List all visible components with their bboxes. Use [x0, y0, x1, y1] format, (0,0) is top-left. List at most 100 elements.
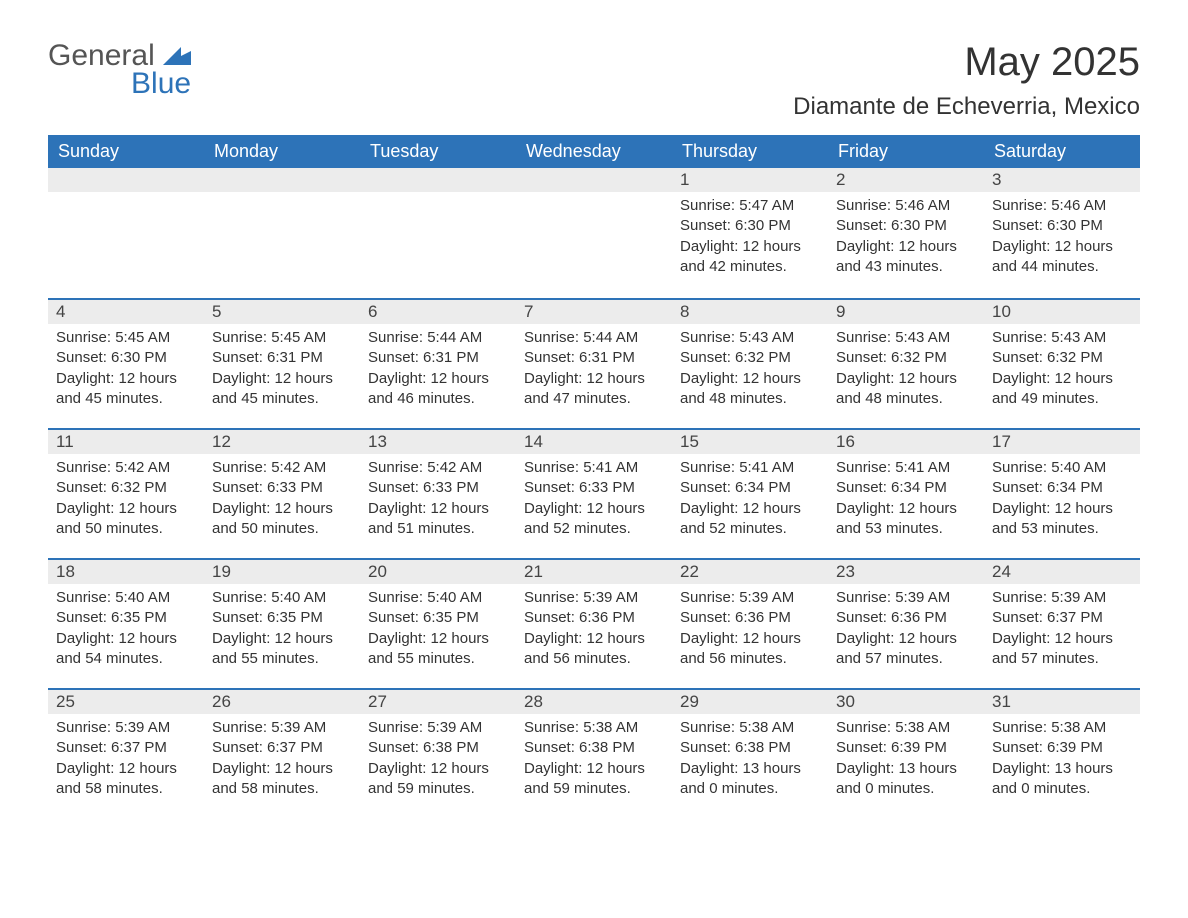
day-cell: 12Sunrise: 5:42 AMSunset: 6:33 PMDayligh…	[204, 430, 360, 558]
day-cell: 25Sunrise: 5:39 AMSunset: 6:37 PMDayligh…	[48, 690, 204, 818]
day-cell: 15Sunrise: 5:41 AMSunset: 6:34 PMDayligh…	[672, 430, 828, 558]
day-cell: 4Sunrise: 5:45 AMSunset: 6:30 PMDaylight…	[48, 300, 204, 428]
sunset-label: Sunset: 6:38 PM	[680, 738, 820, 758]
sunrise-label: Sunrise: 5:45 AM	[212, 328, 352, 348]
sunrise-label: Sunrise: 5:38 AM	[680, 718, 820, 738]
day-cell: 27Sunrise: 5:39 AMSunset: 6:38 PMDayligh…	[360, 690, 516, 818]
daylight-label: Daylight: 12 hours and 46 minutes.	[368, 369, 508, 410]
title-block: May 2025 Diamante de Echeverria, Mexico	[793, 40, 1140, 121]
day-cell: 19Sunrise: 5:40 AMSunset: 6:35 PMDayligh…	[204, 560, 360, 688]
sunrise-label: Sunrise: 5:44 AM	[368, 328, 508, 348]
week-row: 11Sunrise: 5:42 AMSunset: 6:32 PMDayligh…	[48, 428, 1140, 558]
day-cell: 3Sunrise: 5:46 AMSunset: 6:30 PMDaylight…	[984, 168, 1140, 298]
day-cell: 21Sunrise: 5:39 AMSunset: 6:36 PMDayligh…	[516, 560, 672, 688]
daylight-label: Daylight: 12 hours and 52 minutes.	[680, 499, 820, 540]
daylight-label: Daylight: 12 hours and 51 minutes.	[368, 499, 508, 540]
sunset-label: Sunset: 6:31 PM	[524, 348, 664, 368]
daylight-label: Daylight: 12 hours and 42 minutes.	[680, 237, 820, 278]
sunrise-label: Sunrise: 5:38 AM	[992, 718, 1132, 738]
day-number: 22	[672, 560, 828, 584]
day-cell	[360, 168, 516, 298]
day-cell: 31Sunrise: 5:38 AMSunset: 6:39 PMDayligh…	[984, 690, 1140, 818]
sunset-label: Sunset: 6:34 PM	[680, 478, 820, 498]
sunrise-label: Sunrise: 5:42 AM	[368, 458, 508, 478]
logo-text: General Blue	[48, 40, 191, 99]
sunset-label: Sunset: 6:30 PM	[836, 216, 976, 236]
day-content: Sunrise: 5:41 AMSunset: 6:34 PMDaylight:…	[828, 454, 984, 549]
daylight-label: Daylight: 12 hours and 59 minutes.	[524, 759, 664, 800]
day-cell: 28Sunrise: 5:38 AMSunset: 6:38 PMDayligh…	[516, 690, 672, 818]
sunset-label: Sunset: 6:32 PM	[680, 348, 820, 368]
day-content: Sunrise: 5:45 AMSunset: 6:30 PMDaylight:…	[48, 324, 204, 419]
day-content: Sunrise: 5:42 AMSunset: 6:33 PMDaylight:…	[360, 454, 516, 549]
day-cell: 11Sunrise: 5:42 AMSunset: 6:32 PMDayligh…	[48, 430, 204, 558]
day-cell: 13Sunrise: 5:42 AMSunset: 6:33 PMDayligh…	[360, 430, 516, 558]
day-number	[204, 168, 360, 192]
header: General Blue May 2025 Diamante de Echeve…	[48, 40, 1140, 121]
day-cell: 17Sunrise: 5:40 AMSunset: 6:34 PMDayligh…	[984, 430, 1140, 558]
day-number: 30	[828, 690, 984, 714]
day-content: Sunrise: 5:39 AMSunset: 6:37 PMDaylight:…	[984, 584, 1140, 679]
sunrise-label: Sunrise: 5:41 AM	[680, 458, 820, 478]
daylight-label: Daylight: 12 hours and 57 minutes.	[992, 629, 1132, 670]
day-content: Sunrise: 5:40 AMSunset: 6:35 PMDaylight:…	[48, 584, 204, 679]
day-cell: 9Sunrise: 5:43 AMSunset: 6:32 PMDaylight…	[828, 300, 984, 428]
day-number: 3	[984, 168, 1140, 192]
day-cell: 2Sunrise: 5:46 AMSunset: 6:30 PMDaylight…	[828, 168, 984, 298]
day-content: Sunrise: 5:38 AMSunset: 6:39 PMDaylight:…	[984, 714, 1140, 809]
day-content: Sunrise: 5:41 AMSunset: 6:34 PMDaylight:…	[672, 454, 828, 549]
daylight-label: Daylight: 12 hours and 58 minutes.	[212, 759, 352, 800]
weekday-header: Saturday	[984, 135, 1140, 168]
day-number: 26	[204, 690, 360, 714]
sunrise-label: Sunrise: 5:40 AM	[56, 588, 196, 608]
daylight-label: Daylight: 12 hours and 43 minutes.	[836, 237, 976, 278]
page-title: May 2025	[793, 40, 1140, 85]
week-row: 4Sunrise: 5:45 AMSunset: 6:30 PMDaylight…	[48, 298, 1140, 428]
sunrise-label: Sunrise: 5:41 AM	[524, 458, 664, 478]
weeks-container: 1Sunrise: 5:47 AMSunset: 6:30 PMDaylight…	[48, 168, 1140, 818]
day-number: 18	[48, 560, 204, 584]
flag-icon	[163, 47, 191, 65]
daylight-label: Daylight: 12 hours and 55 minutes.	[212, 629, 352, 670]
weekday-header: Friday	[828, 135, 984, 168]
sunrise-label: Sunrise: 5:43 AM	[680, 328, 820, 348]
sunrise-label: Sunrise: 5:38 AM	[836, 718, 976, 738]
day-content: Sunrise: 5:39 AMSunset: 6:38 PMDaylight:…	[360, 714, 516, 809]
daylight-label: Daylight: 12 hours and 50 minutes.	[212, 499, 352, 540]
daylight-label: Daylight: 13 hours and 0 minutes.	[680, 759, 820, 800]
daylight-label: Daylight: 12 hours and 55 minutes.	[368, 629, 508, 670]
day-number: 28	[516, 690, 672, 714]
day-content: Sunrise: 5:38 AMSunset: 6:39 PMDaylight:…	[828, 714, 984, 809]
sunset-label: Sunset: 6:30 PM	[56, 348, 196, 368]
day-number: 5	[204, 300, 360, 324]
weekday-header: Thursday	[672, 135, 828, 168]
day-number: 31	[984, 690, 1140, 714]
day-cell: 10Sunrise: 5:43 AMSunset: 6:32 PMDayligh…	[984, 300, 1140, 428]
sunrise-label: Sunrise: 5:46 AM	[992, 196, 1132, 216]
sunset-label: Sunset: 6:33 PM	[368, 478, 508, 498]
day-number	[516, 168, 672, 192]
sunrise-label: Sunrise: 5:39 AM	[680, 588, 820, 608]
day-cell: 29Sunrise: 5:38 AMSunset: 6:38 PMDayligh…	[672, 690, 828, 818]
day-number: 16	[828, 430, 984, 454]
day-content: Sunrise: 5:39 AMSunset: 6:36 PMDaylight:…	[516, 584, 672, 679]
sunset-label: Sunset: 6:32 PM	[836, 348, 976, 368]
day-cell: 5Sunrise: 5:45 AMSunset: 6:31 PMDaylight…	[204, 300, 360, 428]
sunset-label: Sunset: 6:32 PM	[992, 348, 1132, 368]
sunrise-label: Sunrise: 5:38 AM	[524, 718, 664, 738]
sunrise-label: Sunrise: 5:44 AM	[524, 328, 664, 348]
day-cell	[48, 168, 204, 298]
sunrise-label: Sunrise: 5:40 AM	[368, 588, 508, 608]
weekday-header: Tuesday	[360, 135, 516, 168]
daylight-label: Daylight: 12 hours and 57 minutes.	[836, 629, 976, 670]
sunset-label: Sunset: 6:36 PM	[836, 608, 976, 628]
day-cell: 7Sunrise: 5:44 AMSunset: 6:31 PMDaylight…	[516, 300, 672, 428]
day-content: Sunrise: 5:39 AMSunset: 6:36 PMDaylight:…	[672, 584, 828, 679]
day-number: 27	[360, 690, 516, 714]
sunrise-label: Sunrise: 5:47 AM	[680, 196, 820, 216]
day-cell: 1Sunrise: 5:47 AMSunset: 6:30 PMDaylight…	[672, 168, 828, 298]
daylight-label: Daylight: 12 hours and 48 minutes.	[836, 369, 976, 410]
day-number: 11	[48, 430, 204, 454]
location-label: Diamante de Echeverria, Mexico	[793, 93, 1140, 121]
day-content: Sunrise: 5:39 AMSunset: 6:37 PMDaylight:…	[204, 714, 360, 809]
